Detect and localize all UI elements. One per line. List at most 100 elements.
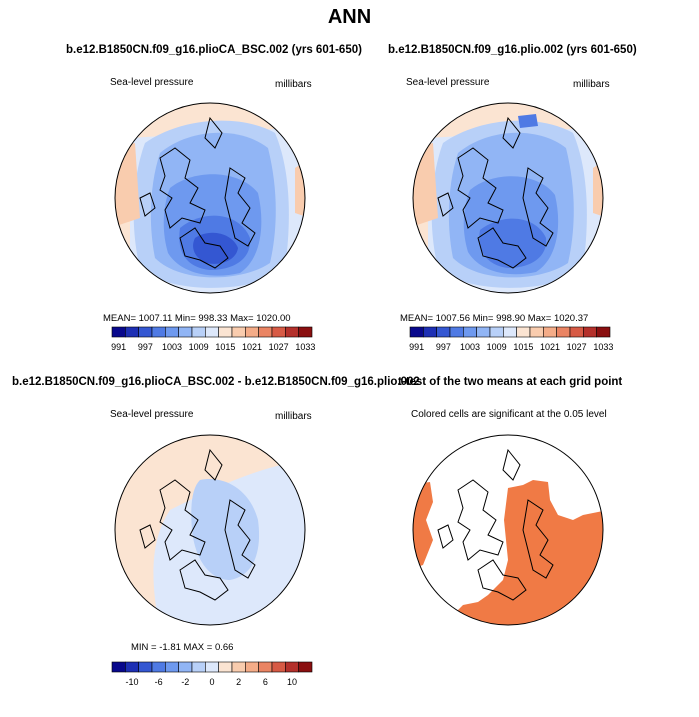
colorbar-tick-label: -6	[155, 677, 163, 687]
colorbar-box	[516, 326, 531, 338]
colorbar-box	[489, 326, 504, 338]
colorbar-box	[165, 661, 179, 673]
panel4-map-border	[412, 434, 604, 626]
colorbar-tick-label: 1027	[567, 342, 587, 352]
colorbar-box	[151, 326, 166, 338]
colorbar-box	[258, 326, 273, 338]
panel3-title: b.e12.B1850CN.f09_g16.plioCA_BSC.002 - b…	[12, 376, 420, 388]
colorbar-tick-label: 991	[409, 342, 424, 352]
panel2-title: b.e12.B1850CN.f09_g16.plio.002 (yrs 601-…	[388, 44, 637, 56]
panel1-stats: MEAN= 1007.11 Min= 998.33 Max= 1020.00	[103, 313, 291, 324]
colorbar-tick-label: 1015	[215, 342, 235, 352]
colorbar-box	[409, 326, 424, 338]
colorbar-tick-label: 10	[287, 677, 297, 687]
panel2-map	[412, 102, 604, 294]
panel3-colorbar: -10 -6 -2 0 2 6 10	[111, 661, 313, 687]
panel3-map-border	[114, 434, 306, 626]
colorbar-box	[125, 326, 139, 338]
colorbar-tick-label: 991	[111, 342, 126, 352]
colorbar-box	[231, 326, 246, 338]
panel2-field-band5	[479, 218, 547, 268]
colorbar-tick-label: 1009	[189, 342, 209, 352]
colorbar-box	[298, 326, 313, 338]
colorbar-box	[285, 326, 299, 338]
colorbar-box	[298, 661, 313, 673]
colorbar-box	[178, 661, 193, 673]
colorbar-box	[138, 326, 153, 338]
colorbar-box	[583, 326, 597, 338]
colorbar-box	[436, 326, 451, 338]
colorbar-box	[111, 661, 126, 673]
colorbar-tick-label: 2	[236, 677, 241, 687]
colorbar-tick-label: -10	[125, 677, 138, 687]
panel2-colorbar: 991 997 1003 1009 1015 1021 1027 1033	[409, 326, 613, 352]
colorbar-box	[125, 661, 139, 673]
panel3-field-positive	[115, 435, 305, 625]
colorbar-tick-label: 1003	[460, 342, 480, 352]
panel4-caption: Colored cells are significant at the 0.0…	[411, 409, 607, 420]
panel1-colorbar: 991 997 1003 1009 1015 1021 1027 1033	[111, 326, 315, 352]
colorbar-box	[463, 326, 477, 338]
panel3-stats: MIN = -1.81 MAX = 0.66	[131, 642, 234, 653]
colorbar-box	[218, 661, 233, 673]
colorbar-tick-label: 1033	[593, 342, 613, 352]
colorbar-box	[245, 326, 259, 338]
colorbar-box	[556, 326, 571, 338]
colorbar-tick-label: 1015	[513, 342, 533, 352]
panel1-map	[114, 102, 306, 294]
colorbar-box	[543, 326, 557, 338]
panel4-coastlines	[437, 448, 554, 601]
panel4-map	[412, 434, 604, 626]
colorbar-box	[503, 326, 517, 338]
colorbar-box	[111, 326, 126, 338]
colorbar-box	[178, 326, 193, 338]
colorbar-box	[218, 326, 233, 338]
colorbar-box	[476, 326, 491, 338]
colorbar-box	[529, 326, 544, 338]
colorbar-box	[165, 326, 179, 338]
panel2-map-border	[412, 102, 604, 294]
colorbar-box	[191, 326, 206, 338]
colorbar-box	[423, 326, 437, 338]
panel2-field-east-high	[593, 158, 603, 218]
colorbar-box	[258, 661, 273, 673]
panel3-left-label: Sea-level pressure	[110, 409, 194, 420]
colorbar-tick-label: 1033	[295, 342, 315, 352]
panel4-sig-east	[453, 480, 603, 625]
colorbar-box	[569, 326, 584, 338]
colorbar-tick-label: 1003	[162, 342, 182, 352]
colorbar-box	[138, 661, 153, 673]
colorbar-tick-label: 1009	[487, 342, 507, 352]
colorbar-box	[231, 661, 246, 673]
colorbar-box	[205, 661, 219, 673]
colorbar-box	[191, 661, 206, 673]
colorbar-box	[449, 326, 464, 338]
panel2-left-label: Sea-level pressure	[406, 77, 490, 88]
panel1-left-label: Sea-level pressure	[110, 77, 194, 88]
colorbar-box	[245, 661, 259, 673]
colorbar-tick-label: -2	[181, 677, 189, 687]
panel2-stats: MEAN= 1007.56 Min= 998.90 Max= 1020.37	[400, 313, 589, 324]
panel1-coastlines	[139, 116, 256, 269]
colorbar-box	[151, 661, 166, 673]
panel3-map	[114, 434, 306, 626]
panel3-coastlines	[139, 448, 256, 601]
colorbar-tick-label: 0	[209, 677, 214, 687]
colorbar-tick-label: 997	[436, 342, 451, 352]
colorbar-box	[271, 661, 286, 673]
panel2-field-north-low	[518, 114, 538, 128]
panel1-title: b.e12.B1850CN.f09_g16.plioCA_BSC.002 (yr…	[66, 44, 362, 56]
colorbar-tick-label: 1021	[540, 342, 560, 352]
panel2-coastlines	[437, 116, 554, 269]
colorbar-tick-label: 1027	[269, 342, 289, 352]
panel1-right-label: millibars	[275, 79, 312, 90]
panel3-right-label: millibars	[275, 411, 312, 422]
panel2-right-label: millibars	[573, 79, 610, 90]
colorbar-box	[596, 326, 611, 338]
panel1-field-east-high	[295, 158, 305, 218]
panel4-title: t-test of the two means at each grid poi…	[398, 376, 623, 388]
main-title: ANN	[327, 6, 372, 28]
colorbar-box	[205, 326, 219, 338]
colorbar-tick-label: 997	[138, 342, 153, 352]
colorbar-box	[271, 326, 286, 338]
